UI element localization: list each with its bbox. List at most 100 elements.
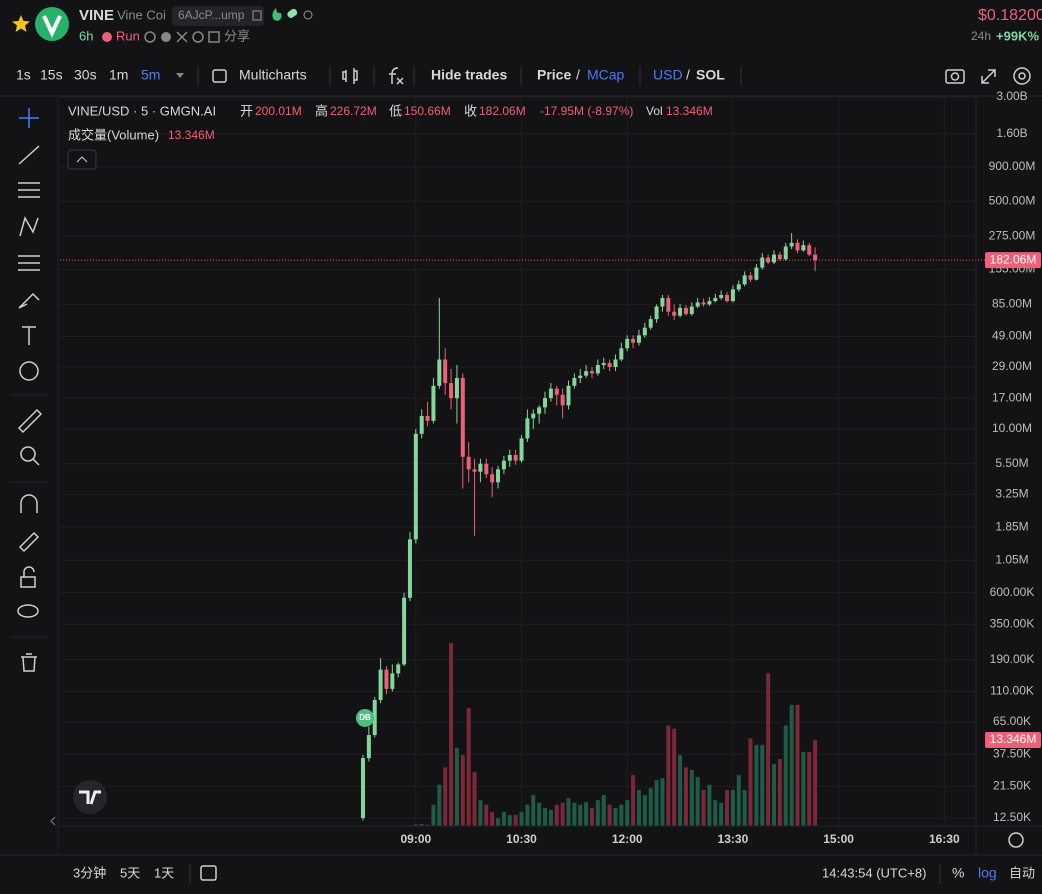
tv-logo[interactable] [73,780,107,814]
emoji-tool[interactable] [19,361,39,381]
candle-body [619,348,624,360]
lock-tool[interactable] [20,576,36,588]
web-icon[interactable] [192,31,204,43]
candle-body [707,301,712,305]
y-tick-label: 29.00M [992,359,1032,373]
search-icon[interactable] [144,31,156,43]
text-tool[interactable] [22,326,36,345]
visibility-tool[interactable] [17,604,39,618]
volume-bar [595,800,600,826]
volume-bar [648,787,653,826]
volume-bar [672,728,677,826]
brush-tool[interactable] [18,292,40,309]
share-icon[interactable] [208,31,220,43]
share-label[interactable]: 分享 [224,28,250,43]
scroll-left[interactable] [50,816,56,826]
y-tick-label: 3.00B [996,89,1027,103]
candle-body [437,359,442,386]
axis-settings[interactable] [1008,832,1024,848]
multicharts-button[interactable]: Multicharts [239,67,307,83]
candle-body [507,454,512,461]
favorite-star[interactable] [12,15,30,32]
crosshair-tool[interactable] [19,108,39,128]
link-icon[interactable] [161,32,171,42]
range-button[interactable]: 5天 [120,865,140,880]
candle-body [578,375,583,379]
volume-study-label: 成交量(Volume) [68,127,159,142]
last-volume-tag [985,732,1041,749]
dev-buy-label: DB [359,713,371,722]
mcap-toggle[interactable]: MCap [587,67,625,83]
token-address[interactable]: 6AJcP...ump [178,8,245,22]
candle-body [366,735,371,759]
range-button[interactable]: 3分钟 [73,865,106,880]
collapse-button[interactable] [67,149,97,170]
candle-body [666,297,671,312]
log-toggle[interactable]: log [978,865,997,881]
volume-bar [466,708,471,826]
settings-icon[interactable] [1013,67,1031,85]
y-tick-label: 350.00K [990,616,1035,630]
volume-bar [454,748,459,826]
projection-tool[interactable] [18,255,40,271]
delete-tool[interactable] [21,653,37,672]
measure-tool[interactable] [17,408,43,434]
candle-body [730,289,735,302]
candle-body [813,254,818,261]
candle-body [689,306,694,315]
interval-button[interactable]: 1m [109,67,128,83]
range-button[interactable]: 1天 [154,865,174,880]
interval-button[interactable]: 15s [40,67,63,83]
volume-bar [701,789,706,826]
candle-body [648,319,653,328]
interval-dropdown[interactable] [176,73,184,78]
chart-type-icon[interactable] [342,68,358,84]
magnet-tool[interactable] [20,494,38,513]
volume-bar [777,758,782,826]
dev-buy-marker[interactable] [355,708,374,727]
usd-toggle[interactable]: USD [653,67,683,83]
interval-button[interactable]: 30s [74,67,97,83]
volume-bar [678,755,683,826]
candle-body [725,294,730,302]
legend-open: 200.01M [255,104,302,118]
legend-high: 226.72M [330,104,377,118]
candle-body [683,307,688,315]
trendline-tool[interactable] [18,145,40,165]
hide-trades-button[interactable]: Hide trades [431,67,507,83]
auto-toggle[interactable]: 自动 [1009,865,1035,880]
audit-icon [303,10,313,20]
candle-body [713,297,718,302]
volume-bar [431,804,436,826]
legend-close: 182.06M [479,104,526,118]
fib-tool[interactable] [18,182,40,198]
volume-bar [443,767,448,826]
fullscreen-icon[interactable] [981,69,996,84]
pattern-tool[interactable] [19,216,39,237]
sol-toggle[interactable]: SOL [696,67,725,83]
lock-draw-tool[interactable] [18,531,40,553]
volume-bar [725,789,730,826]
zoom-tool[interactable] [20,446,36,462]
screenshot-icon[interactable] [945,69,965,84]
interval-button[interactable]: 5m [141,67,160,83]
y-tick-label: 5.50M [995,456,1028,470]
price-toggle[interactable]: Price [537,67,571,83]
run-label: Run [116,28,140,43]
multicharts-icon[interactable] [212,69,227,83]
copy-icon[interactable] [252,10,262,21]
candles [360,232,818,821]
volume-bar [754,744,759,826]
percent-toggle[interactable]: % [952,865,964,881]
volume-bar [607,804,612,826]
address-box[interactable] [172,6,264,26]
candle-body [531,413,536,419]
x-icon[interactable] [176,31,188,43]
volume-bar [554,804,559,826]
volume-bar [419,824,424,826]
goto-date[interactable] [200,865,217,881]
indicators-icon[interactable] [389,67,404,85]
legend-low: 150.66M [404,104,451,118]
interval-button[interactable]: 1s [16,67,31,83]
pill-icon [287,8,298,18]
